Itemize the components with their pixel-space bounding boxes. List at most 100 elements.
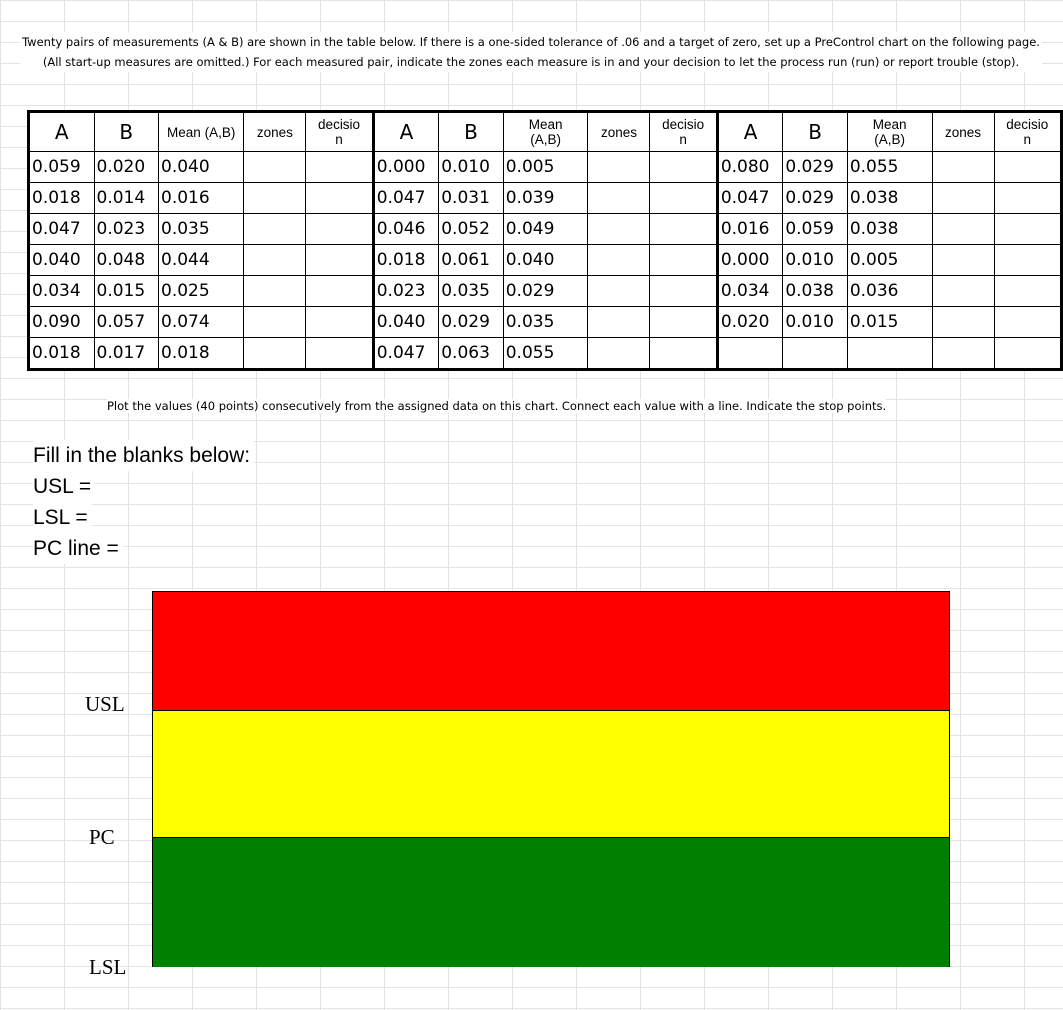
decision-cell[interactable]: [649, 306, 719, 338]
zones-cell[interactable]: [243, 213, 307, 245]
b-value: 0.063: [438, 337, 504, 370]
zones-cell[interactable]: [587, 337, 651, 370]
zones-cell[interactable]: [243, 275, 307, 307]
decision-cell[interactable]: [649, 182, 719, 214]
pc-line-blank[interactable]: PC line =: [33, 533, 123, 564]
decision-cell[interactable]: [993, 213, 1063, 245]
a-value: 0.059: [28, 151, 95, 183]
zones-cell[interactable]: [931, 244, 995, 276]
header-b: B: [93, 111, 159, 152]
decision-cell[interactable]: [993, 306, 1063, 338]
zones-cell[interactable]: [587, 151, 651, 183]
usl-blank[interactable]: USL =: [33, 471, 96, 502]
decision-cell[interactable]: [993, 182, 1063, 214]
pc-label: PC: [89, 825, 115, 849]
mean-value: 0.038: [846, 182, 933, 214]
b-value: 0.017: [93, 337, 159, 370]
mean-value: 0.015: [846, 306, 933, 338]
header-b: B: [438, 111, 504, 152]
header-b: B: [782, 111, 848, 152]
zones-cell[interactable]: [931, 275, 995, 307]
zones-cell[interactable]: [243, 306, 307, 338]
lsl-label: LSL: [89, 955, 127, 979]
zones-cell[interactable]: [243, 244, 307, 276]
a-value: 0.080: [716, 151, 784, 183]
header-decision-text: decision: [318, 117, 361, 147]
mean-value: 0.049: [502, 213, 589, 245]
a-value: 0.047: [28, 213, 95, 245]
decision-cell[interactable]: [305, 275, 375, 307]
zones-cell[interactable]: [587, 213, 651, 245]
instructions-text: Twenty pairs of measurements (A & B) are…: [20, 32, 1042, 72]
header-mean-text: Mean (A,B): [872, 117, 907, 147]
header-mean: Mean (A,B): [157, 111, 245, 152]
a-value: 0.016: [716, 213, 784, 245]
header-mean: Mean (A,B): [502, 111, 589, 152]
decision-cell[interactable]: [305, 337, 375, 370]
decision-cell[interactable]: [305, 151, 375, 183]
b-value: 0.061: [438, 244, 504, 276]
mean-value: 0.044: [157, 244, 245, 276]
zones-cell[interactable]: [587, 182, 651, 214]
a-value: 0.023: [372, 275, 440, 307]
a-value: 0.047: [372, 337, 440, 370]
mean-value: 0.040: [502, 244, 589, 276]
zones-cell[interactable]: [931, 337, 995, 370]
green-zone: [153, 837, 949, 967]
b-value: [782, 337, 848, 370]
a-value: 0.020: [716, 306, 784, 338]
table-row: 0.047 0.023 0.035 0.046 0.052 0.049 0.016 0.059…: [28, 213, 1063, 245]
decision-cell[interactable]: [993, 337, 1063, 370]
header-decision: decision: [649, 111, 719, 152]
zones-cell[interactable]: [931, 182, 995, 214]
zones-cell[interactable]: [243, 337, 307, 370]
decision-cell[interactable]: [649, 337, 719, 370]
decision-cell[interactable]: [649, 244, 719, 276]
decision-cell[interactable]: [305, 244, 375, 276]
decision-cell[interactable]: [305, 213, 375, 245]
mean-value: 0.025: [157, 275, 245, 307]
a-value: 0.018: [28, 337, 95, 370]
a-value: 0.040: [28, 244, 95, 276]
usl-label: USL: [85, 692, 125, 716]
decision-cell[interactable]: [993, 151, 1063, 183]
zones-cell[interactable]: [243, 151, 307, 183]
zones-cell[interactable]: [931, 213, 995, 245]
b-value: 0.015: [93, 275, 159, 307]
plot-instructions: Plot the values (40 points) consecutivel…: [107, 399, 887, 413]
zones-cell[interactable]: [931, 151, 995, 183]
zones-cell[interactable]: [587, 306, 651, 338]
b-value: 0.057: [93, 306, 159, 338]
b-value: 0.048: [93, 244, 159, 276]
decision-cell[interactable]: [993, 275, 1063, 307]
zones-cell[interactable]: [243, 182, 307, 214]
a-value: 0.000: [372, 151, 440, 183]
a-value: 0.018: [372, 244, 440, 276]
decision-cell[interactable]: [649, 275, 719, 307]
decision-cell[interactable]: [649, 151, 719, 183]
b-value: 0.029: [782, 182, 848, 214]
zones-cell[interactable]: [587, 244, 651, 276]
a-value: 0.034: [716, 275, 784, 307]
decision-cell[interactable]: [305, 306, 375, 338]
b-value: 0.023: [93, 213, 159, 245]
mean-value: 0.039: [502, 182, 589, 214]
precontrol-chart: [152, 591, 950, 967]
table-row: 0.018 0.017 0.018 0.047 0.063 0.055: [28, 337, 1063, 370]
mean-value: 0.036: [846, 275, 933, 307]
header-mean: Mean (A,B): [846, 111, 933, 152]
mean-value: 0.005: [846, 244, 933, 276]
lsl-blank[interactable]: LSL =: [33, 502, 92, 533]
zones-cell[interactable]: [587, 275, 651, 307]
decision-cell[interactable]: [305, 182, 375, 214]
blanks-title: Fill in the blanks below:: [33, 440, 255, 471]
b-value: 0.010: [782, 306, 848, 338]
mean-value: 0.074: [157, 306, 245, 338]
decision-cell[interactable]: [993, 244, 1063, 276]
mean-value: 0.055: [502, 337, 589, 370]
decision-cell[interactable]: [649, 213, 719, 245]
zones-cell[interactable]: [931, 306, 995, 338]
mean-value: 0.035: [502, 306, 589, 338]
table-row: 0.059 0.020 0.040 0.000 0.010 0.005 0.080 0.029…: [28, 151, 1063, 183]
mean-value: 0.038: [846, 213, 933, 245]
